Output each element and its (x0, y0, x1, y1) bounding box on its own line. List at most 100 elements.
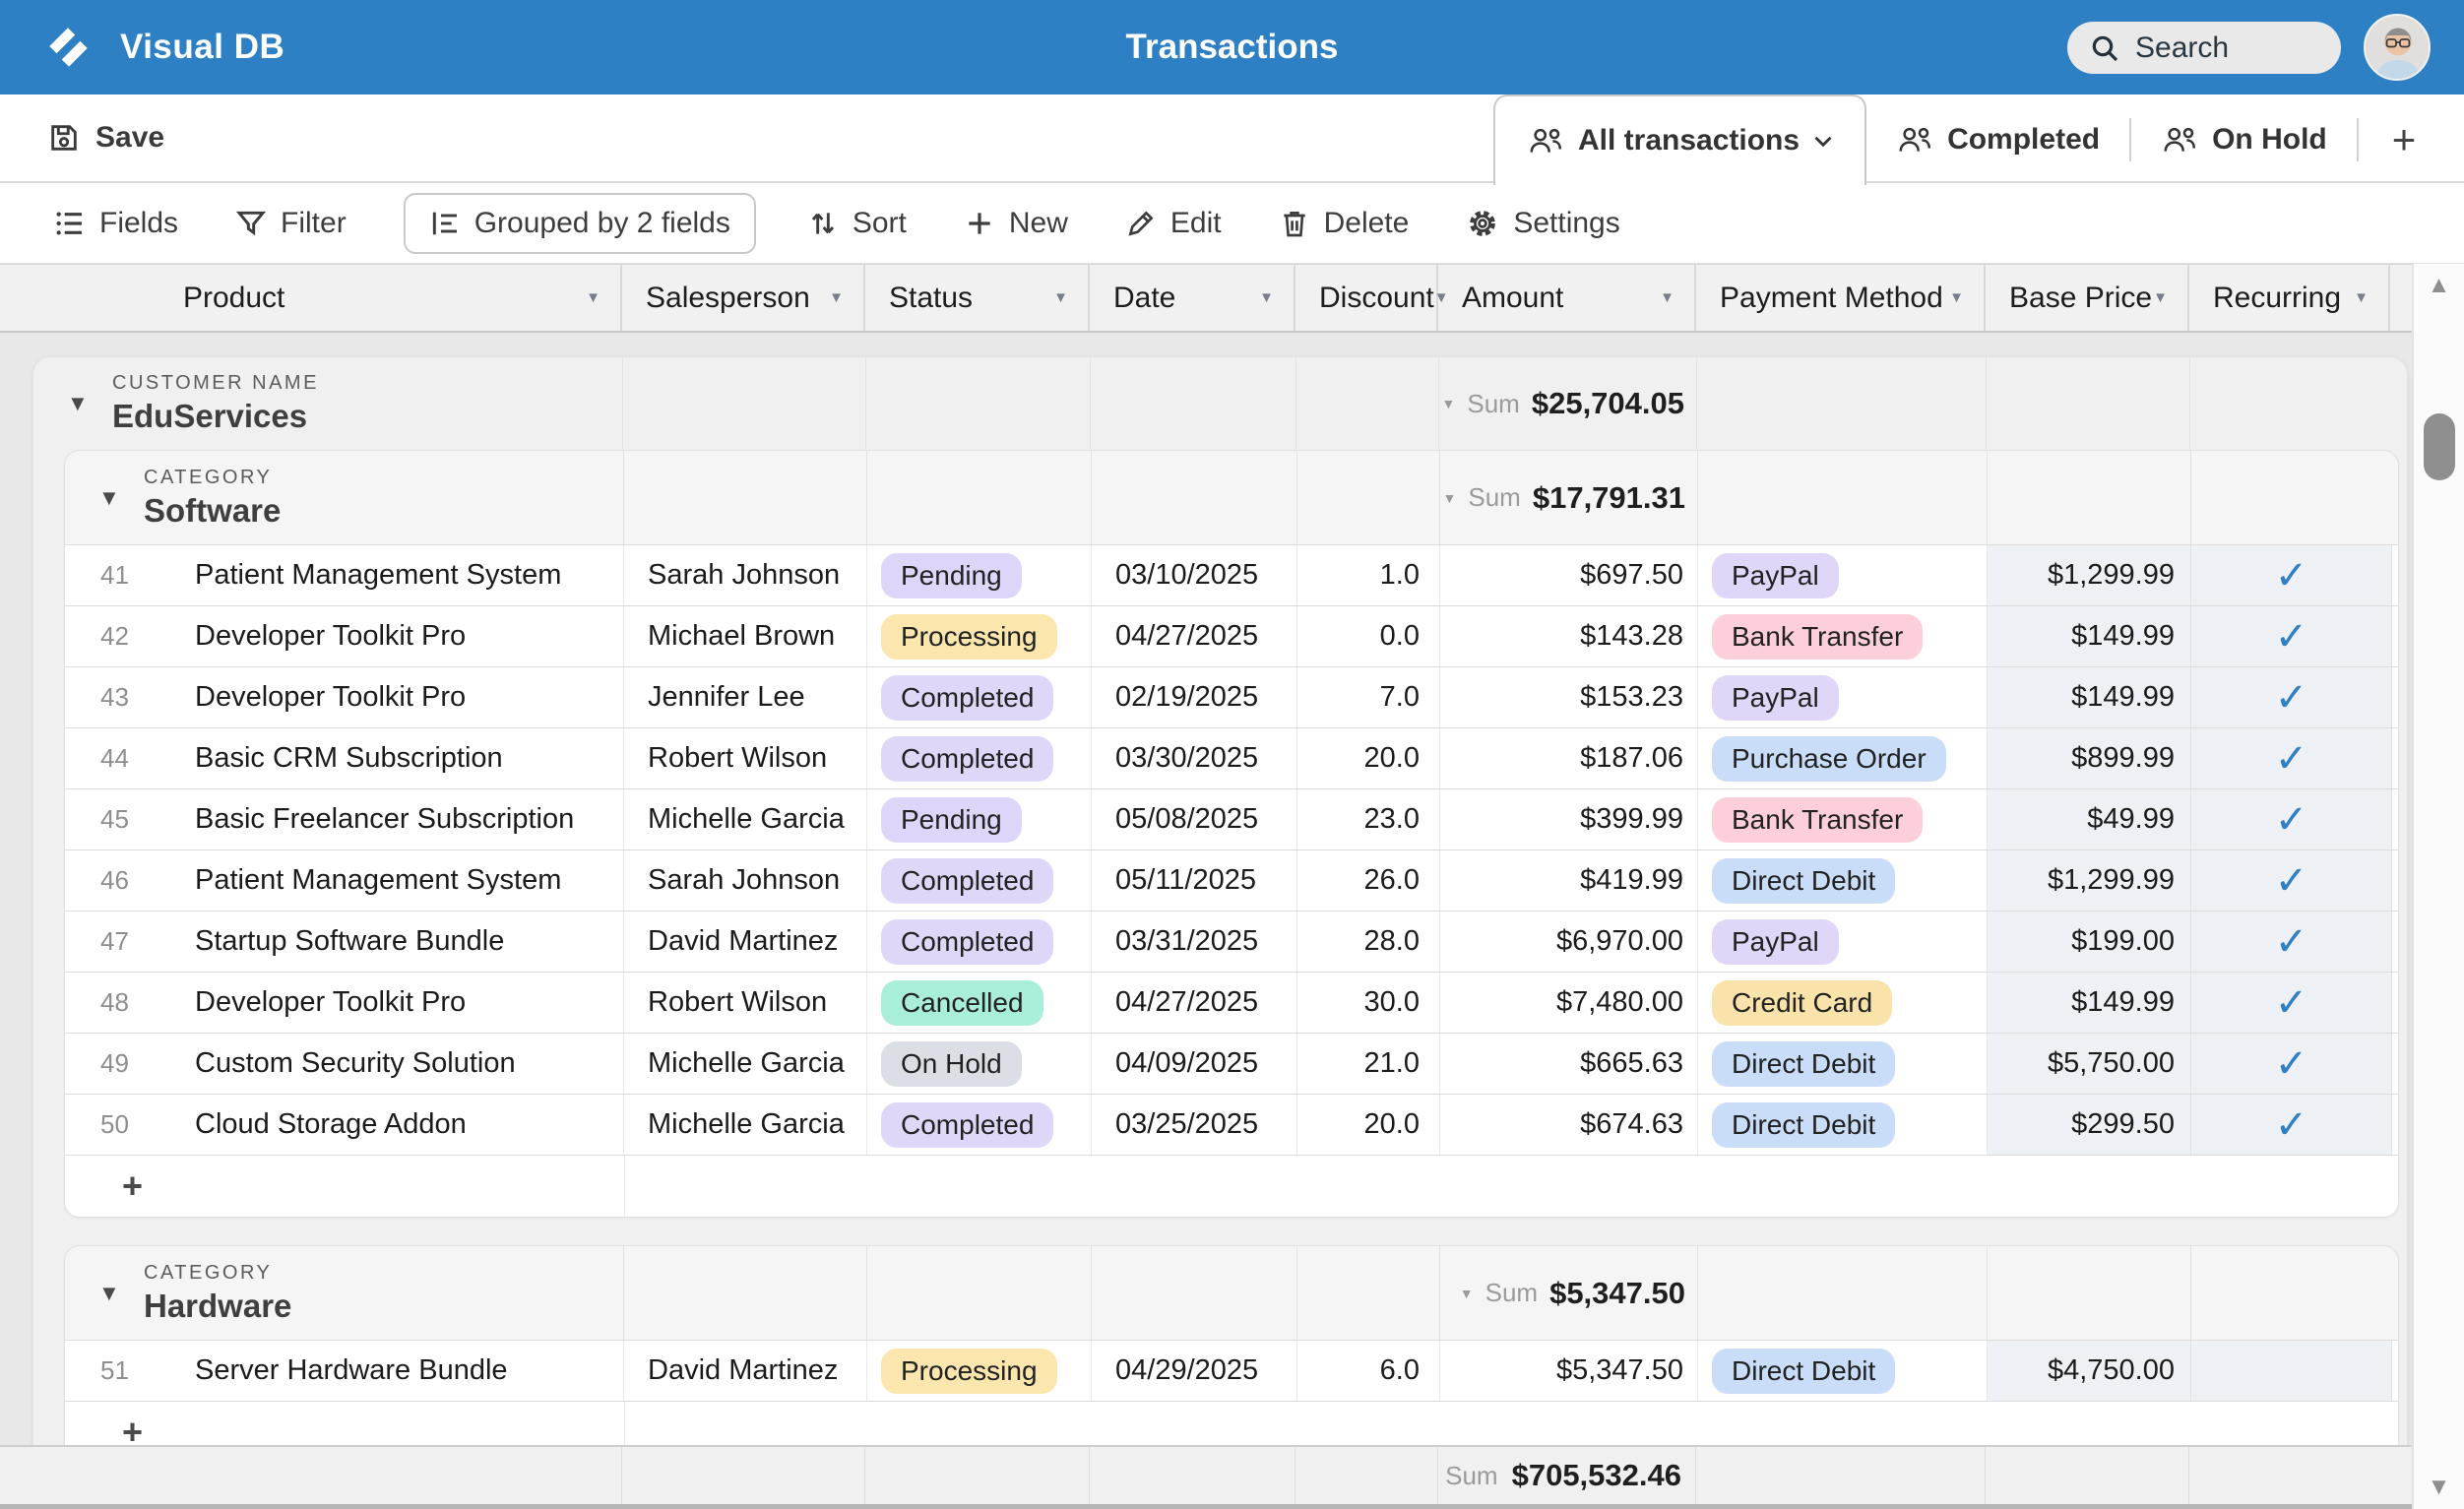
cell-amount[interactable]: $419.99 (1440, 850, 1698, 911)
cell-status[interactable]: Pending (867, 545, 1092, 605)
cell-product[interactable]: 42 Developer Toolkit Pro (65, 606, 624, 666)
column-header-discount[interactable]: Discount ▼ (1295, 265, 1449, 331)
cell-amount[interactable]: $665.63 (1440, 1034, 1698, 1094)
cell-date[interactable]: 03/30/2025 (1092, 728, 1297, 788)
collapse-triangle-icon[interactable]: ▼ (98, 1280, 120, 1305)
cell-payment-method[interactable]: Direct Debit (1698, 850, 1988, 911)
cell-base-price[interactable]: $49.99 (1988, 789, 2191, 849)
cell-base-price[interactable]: $1,299.99 (1988, 545, 2191, 605)
cell-product[interactable]: 45 Basic Freelancer Subscription (65, 789, 624, 849)
column-dropdown-icon[interactable]: ▼ (1433, 289, 1449, 306)
cell-payment-method[interactable]: PayPal (1698, 545, 1988, 605)
cell-date[interactable]: 05/08/2025 (1092, 789, 1297, 849)
cell-salesperson[interactable]: Michelle Garcia (624, 1034, 867, 1094)
cell-recurring[interactable]: ✓ (2191, 789, 2392, 849)
cell-discount[interactable]: 23.0 (1297, 789, 1440, 849)
tab-completed[interactable]: Completed (1866, 94, 2129, 185)
group-sum[interactable]: ▼ Sum $25,704.05 (1439, 357, 1697, 450)
delete-button[interactable]: Delete (1279, 207, 1409, 240)
cell-salesperson[interactable]: Michelle Garcia (624, 789, 867, 849)
cell-base-price[interactable]: $299.50 (1988, 1095, 2191, 1155)
add-view-button[interactable]: + (2359, 94, 2450, 185)
cell-product[interactable]: 46 Patient Management System (65, 850, 624, 911)
cell-status[interactable]: Completed (867, 1095, 1092, 1155)
edit-button[interactable]: Edit (1125, 207, 1222, 240)
avatar[interactable] (2364, 14, 2431, 81)
cell-discount[interactable]: 30.0 (1297, 973, 1440, 1033)
cell-date[interactable]: 02/19/2025 (1092, 667, 1297, 727)
cell-status[interactable]: Cancelled (867, 973, 1092, 1033)
column-header-salesperson[interactable]: Salesperson ▼ (622, 265, 865, 331)
fields-button[interactable]: Fields (54, 207, 178, 240)
cell-salesperson[interactable]: Sarah Johnson (624, 545, 867, 605)
cell-amount[interactable]: $7,480.00 (1440, 973, 1698, 1033)
column-dropdown-icon[interactable]: ▼ (2153, 289, 2168, 306)
cell-recurring[interactable]: ✓ (2191, 728, 2392, 788)
column-header-payment-method[interactable]: Payment Method ▼ (1696, 265, 1986, 331)
group-sum[interactable]: ▼ Sum $5,347.50 (1440, 1246, 1698, 1340)
cell-payment-method[interactable]: PayPal (1698, 912, 1988, 972)
cell-date[interactable]: 04/09/2025 (1092, 1034, 1297, 1094)
cell-recurring[interactable]: ✓ (2191, 850, 2392, 911)
horizontal-scrollbar-track[interactable] (0, 1504, 2464, 1509)
search-input[interactable] (2135, 31, 2303, 65)
cell-recurring[interactable] (2191, 1341, 2392, 1401)
column-header-status[interactable]: Status ▼ (865, 265, 1090, 331)
cell-product[interactable]: 51 Server Hardware Bundle (65, 1341, 624, 1401)
cell-salesperson[interactable]: Robert Wilson (624, 973, 867, 1033)
cell-recurring[interactable]: ✓ (2191, 606, 2392, 666)
add-row-button[interactable]: + (65, 1156, 2398, 1217)
cell-salesperson[interactable]: Jennifer Lee (624, 667, 867, 727)
cell-discount[interactable]: 26.0 (1297, 850, 1440, 911)
cell-status[interactable]: On Hold (867, 1034, 1092, 1094)
cell-status[interactable]: Completed (867, 850, 1092, 911)
cell-amount[interactable]: $674.63 (1440, 1095, 1698, 1155)
cell-recurring[interactable]: ✓ (2191, 912, 2392, 972)
cell-amount[interactable]: $399.99 (1440, 789, 1698, 849)
column-dropdown-icon[interactable]: ▼ (1660, 289, 1674, 306)
cell-discount[interactable]: 20.0 (1297, 1095, 1440, 1155)
save-button[interactable]: Save (47, 121, 164, 155)
cell-date[interactable]: 04/29/2025 (1092, 1341, 1297, 1401)
cell-salesperson[interactable]: Michelle Garcia (624, 1095, 867, 1155)
cell-product[interactable]: 41 Patient Management System (65, 545, 624, 605)
column-header-date[interactable]: Date ▼ (1090, 265, 1295, 331)
cell-product[interactable]: 49 Custom Security Solution (65, 1034, 624, 1094)
cell-date[interactable]: 03/10/2025 (1092, 545, 1297, 605)
cell-base-price[interactable]: $199.00 (1988, 912, 2191, 972)
column-header-amount[interactable]: Amount ▼ (1438, 265, 1696, 331)
new-button[interactable]: New (964, 207, 1068, 240)
cell-product[interactable]: 44 Basic CRM Subscription (65, 728, 624, 788)
cell-amount[interactable]: $187.06 (1440, 728, 1698, 788)
cell-base-price[interactable]: $5,750.00 (1988, 1034, 2191, 1094)
grouped-by-button[interactable]: Grouped by 2 fields (403, 192, 756, 254)
sum-dropdown-icon[interactable]: ▼ (1442, 489, 1457, 506)
column-header-product[interactable]: Product ▼ (0, 265, 622, 331)
cell-base-price[interactable]: $1,299.99 (1988, 850, 2191, 911)
cell-base-price[interactable]: $899.99 (1988, 728, 2191, 788)
column-dropdown-icon[interactable]: ▼ (2354, 289, 2369, 306)
tab-all-transactions[interactable]: All transactions (1493, 94, 1867, 185)
cell-date[interactable]: 03/31/2025 (1092, 912, 1297, 972)
cell-discount[interactable]: 6.0 (1297, 1341, 1440, 1401)
cell-payment-method[interactable]: Bank Transfer (1698, 606, 1988, 666)
cell-salesperson[interactable]: David Martinez (624, 1341, 867, 1401)
cell-status[interactable]: Pending (867, 789, 1092, 849)
column-dropdown-icon[interactable]: ▼ (586, 289, 600, 306)
cell-discount[interactable]: 21.0 (1297, 1034, 1440, 1094)
cell-payment-method[interactable]: PayPal (1698, 667, 1988, 727)
sum-dropdown-icon[interactable]: ▼ (1459, 1285, 1474, 1301)
scroll-up-arrow-icon[interactable]: ▲ (2427, 272, 2451, 298)
cell-recurring[interactable]: ✓ (2191, 1095, 2392, 1155)
column-dropdown-icon[interactable]: ▼ (1259, 289, 1274, 306)
cell-base-price[interactable]: $149.99 (1988, 973, 2191, 1033)
cell-discount[interactable]: 7.0 (1297, 667, 1440, 727)
column-header-base-price[interactable]: Base Price ▼ (1986, 265, 2189, 331)
footer-sum[interactable]: Sum $705,532.46 (1438, 1447, 1696, 1504)
cell-status[interactable]: Completed (867, 728, 1092, 788)
cell-base-price[interactable]: $4,750.00 (1988, 1341, 2191, 1401)
cell-salesperson[interactable]: David Martinez (624, 912, 867, 972)
cell-date[interactable]: 04/27/2025 (1092, 606, 1297, 666)
vertical-scrollbar[interactable]: ▲ ▼ (2412, 264, 2464, 1509)
cell-product[interactable]: 50 Cloud Storage Addon (65, 1095, 624, 1155)
